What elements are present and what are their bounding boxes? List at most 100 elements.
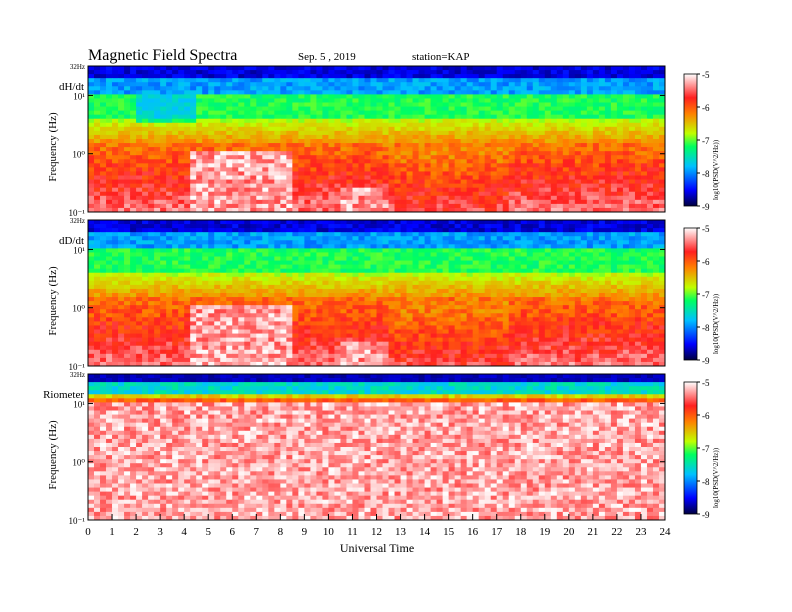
heatmap-cell xyxy=(310,106,317,112)
heatmap-cell xyxy=(220,70,227,75)
heatmap-cell xyxy=(544,224,552,229)
heatmap-cell xyxy=(610,203,618,209)
heatmap-cell xyxy=(148,224,155,229)
heatmap-cell xyxy=(304,220,311,225)
heatmap-cell xyxy=(496,70,504,75)
heatmap-cell xyxy=(88,203,95,209)
heatmap-cell xyxy=(604,252,612,257)
heatmap-cell xyxy=(478,179,486,185)
heatmap-cell xyxy=(274,159,281,164)
heatmap-cell xyxy=(598,240,606,245)
heatmap-cell xyxy=(310,94,317,99)
heatmap-cell xyxy=(532,126,540,132)
heatmap-cell xyxy=(418,134,425,140)
heatmap-cell xyxy=(502,276,510,282)
heatmap-cell xyxy=(412,228,419,233)
heatmap-cell xyxy=(316,74,323,79)
heatmap-cell xyxy=(346,244,353,249)
heatmap-cell xyxy=(550,236,558,241)
heatmap-cell xyxy=(286,163,293,168)
heatmap-cell xyxy=(502,122,510,128)
heatmap-cell xyxy=(298,199,305,205)
heatmap-cell xyxy=(352,151,359,156)
heatmap-cell xyxy=(100,102,107,107)
heatmap-cell xyxy=(562,179,570,185)
heatmap-cell xyxy=(646,195,654,201)
heatmap-cell xyxy=(178,240,185,245)
heatmap-cell xyxy=(358,256,365,261)
heatmap-cell xyxy=(454,151,462,156)
heatmap-cell xyxy=(460,191,468,197)
heatmap-cell xyxy=(484,228,492,233)
heatmap-cell xyxy=(412,195,419,201)
heatmap-cell xyxy=(376,155,383,160)
heatmap-cell xyxy=(112,260,119,266)
heatmap-cell xyxy=(184,159,191,164)
heatmap-cell xyxy=(370,82,377,87)
heatmap-cell xyxy=(280,220,287,225)
heatmap-cell xyxy=(568,232,576,237)
heatmap-cell xyxy=(598,195,606,201)
heatmap-cell xyxy=(646,240,654,245)
heatmap-cell xyxy=(586,252,594,257)
heatmap-cell xyxy=(340,187,347,193)
heatmap-cell xyxy=(130,195,137,201)
heatmap-cell xyxy=(610,179,618,185)
heatmap-cell xyxy=(292,252,299,257)
heatmap-cell xyxy=(514,264,522,270)
heatmap-cell xyxy=(94,130,101,136)
heatmap-cell xyxy=(634,78,642,83)
heatmap-cell xyxy=(388,82,395,87)
heatmap-cell xyxy=(346,130,353,136)
heatmap-cell xyxy=(532,82,540,87)
heatmap-cell xyxy=(532,228,540,233)
heatmap-cell xyxy=(388,280,395,286)
heatmap-cell xyxy=(94,224,101,229)
heatmap-cell xyxy=(628,236,636,241)
heatmap-cell xyxy=(412,179,419,185)
heatmap-cell xyxy=(232,191,239,197)
heatmap-cell xyxy=(388,228,395,233)
heatmap-cell xyxy=(154,143,161,148)
heatmap-cell xyxy=(160,102,167,107)
heatmap-cell xyxy=(430,268,437,274)
heatmap-cell xyxy=(310,224,317,229)
heatmap-cell xyxy=(616,171,624,176)
heatmap-cell xyxy=(658,276,666,282)
heatmap-cell xyxy=(616,155,624,160)
heatmap-cell xyxy=(202,98,209,103)
heatmap-cell xyxy=(484,191,492,197)
heatmap-cell xyxy=(250,252,257,257)
heatmap-cell xyxy=(328,264,335,270)
heatmap-cell xyxy=(598,78,606,83)
heatmap-cell xyxy=(592,66,600,71)
heatmap-cell xyxy=(280,260,287,266)
heatmap-cell xyxy=(262,86,269,91)
heatmap-cell xyxy=(556,272,564,278)
heatmap-cell xyxy=(106,102,113,107)
heatmap-cell xyxy=(418,175,425,180)
heatmap-cell xyxy=(364,175,371,180)
heatmap-cell xyxy=(442,86,450,91)
heatmap-cell xyxy=(142,268,149,274)
heatmap-cell xyxy=(622,90,630,95)
heatmap-cell xyxy=(460,244,468,249)
heatmap-cell xyxy=(94,110,101,116)
heatmap-cell xyxy=(334,272,341,278)
heatmap-cell xyxy=(616,151,624,156)
heatmap-cell xyxy=(232,240,239,245)
heatmap-cell xyxy=(238,203,245,209)
heatmap-cell xyxy=(586,224,594,229)
heatmap-cell xyxy=(466,272,474,278)
heatmap-cell xyxy=(352,78,359,83)
heatmap-cell xyxy=(382,260,389,266)
heatmap-cell xyxy=(574,94,582,99)
heatmap-cell xyxy=(310,252,317,257)
heatmap-cell xyxy=(532,224,540,229)
heatmap-cell xyxy=(454,264,462,270)
heatmap-cell xyxy=(220,252,227,257)
heatmap-cell xyxy=(310,143,317,148)
heatmap-cell xyxy=(454,187,462,193)
heatmap-cell xyxy=(148,232,155,237)
heatmap-cell xyxy=(334,98,341,103)
